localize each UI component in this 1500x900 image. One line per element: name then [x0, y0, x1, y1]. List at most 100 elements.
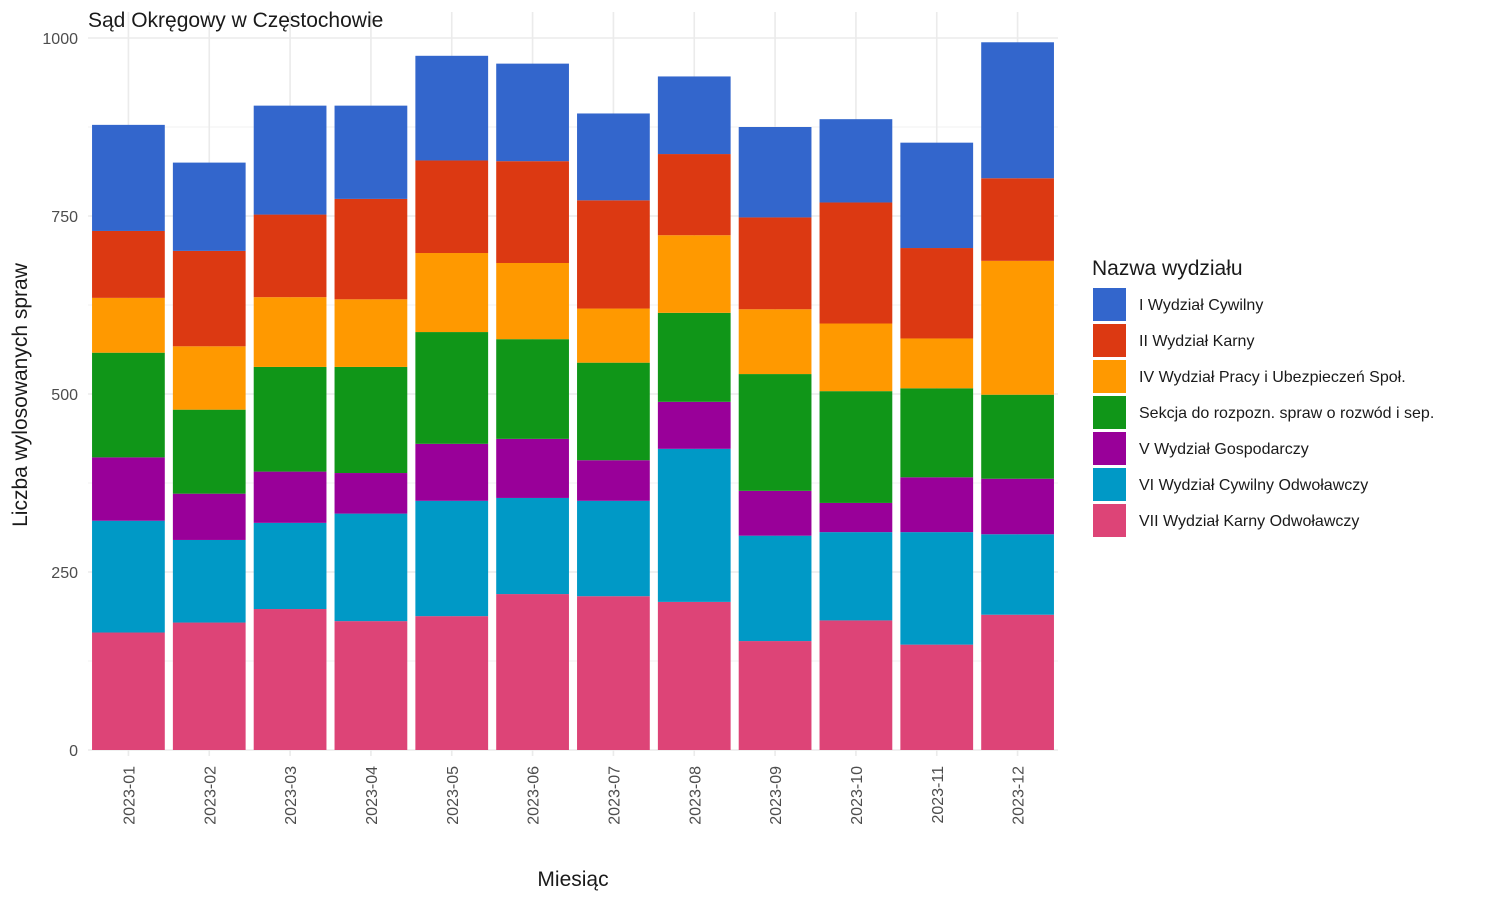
bar-segment: [92, 297, 165, 353]
bar-segment: [92, 230, 165, 298]
x-tick-label: 2023-06: [526, 766, 543, 825]
legend-label: IV Wydział Pracy i Ubezpieczeń Społ.: [1139, 369, 1406, 386]
bar-segment: [92, 632, 165, 750]
bar-segment: [172, 622, 246, 750]
x-tick-label: 2023-02: [202, 766, 219, 825]
x-axis-title: Miesiąc: [537, 868, 608, 891]
bar-segment: [92, 352, 165, 458]
bar-segment: [415, 500, 489, 617]
legend-swatch: [1093, 324, 1126, 357]
bar-segment: [334, 366, 408, 474]
legend-label: I Wydział Cywilny: [1139, 297, 1263, 314]
bar-segment: [738, 374, 812, 491]
chart-title: Sąd Okręgowy w Częstochowie: [88, 9, 383, 32]
bar-segment: [415, 616, 489, 750]
x-tick-label: 2023-03: [283, 766, 300, 825]
bar-segment: [900, 644, 974, 750]
legend-swatch: [1093, 396, 1126, 429]
legend-title: Nazwa wydziału: [1092, 257, 1243, 280]
bar-segment: [981, 394, 1054, 479]
x-tick-label: 2023-12: [1011, 766, 1028, 825]
bar-segment: [657, 154, 731, 236]
bar-segment: [253, 471, 327, 523]
bar-segment: [981, 478, 1054, 535]
bar-segment: [334, 513, 408, 622]
bar-segment: [415, 332, 489, 444]
bar-segment: [577, 113, 650, 201]
legend-swatch: [1093, 360, 1126, 393]
bar-segment: [657, 601, 731, 750]
bar-segment: [819, 119, 893, 203]
y-tick-label: 500: [51, 387, 78, 404]
x-tick-label: 2023-10: [849, 766, 866, 825]
legend-label: V Wydział Gospodarczy: [1139, 441, 1309, 458]
bar-segment: [738, 309, 812, 375]
bar-segment: [819, 620, 893, 750]
bar-segment: [334, 299, 408, 367]
legend-label: VII Wydział Karny Odwoławczy: [1139, 513, 1359, 530]
legend: Nazwa wydziału I Wydział Cywilny II Wydzi…: [1092, 257, 1434, 537]
bar-segment: [334, 198, 408, 300]
bars: [92, 42, 1054, 750]
x-tick-label: 2023-05: [445, 766, 462, 825]
y-tick-label: 750: [51, 209, 78, 226]
x-tick-label: 2023-04: [364, 766, 381, 825]
bar-segment: [900, 477, 974, 533]
y-tick-label: 0: [69, 743, 78, 760]
bar-segment: [657, 448, 731, 602]
bar-segment: [981, 260, 1054, 395]
bar-segment: [577, 460, 650, 501]
bar-segment: [981, 614, 1054, 750]
bar-segment: [900, 388, 974, 478]
y-tick-label: 250: [51, 565, 78, 582]
x-tick-label: 2023-09: [768, 766, 785, 825]
bar-segment: [253, 366, 327, 472]
x-tick-label: 2023-11: [930, 766, 947, 824]
legend-label: II Wydział Karny: [1139, 333, 1254, 350]
bar-segment: [577, 596, 650, 750]
bar-segment: [172, 250, 246, 347]
x-tick-label: 2023-08: [687, 766, 704, 825]
legend-label: VI Wydział Cywilny Odwoławczy: [1139, 477, 1368, 494]
bar-segment: [253, 522, 327, 610]
bar-segment: [496, 594, 569, 750]
bar-segment: [819, 323, 893, 392]
bar-segment: [819, 502, 893, 533]
bar-segment: [415, 55, 489, 161]
bar-segment: [577, 362, 650, 461]
bar-segment: [496, 161, 569, 263]
bar-segment: [496, 497, 569, 595]
bar-segment: [900, 338, 974, 389]
bar-segment: [92, 520, 165, 633]
bar-segment: [172, 346, 246, 410]
legend-swatch: [1093, 432, 1126, 465]
legend-swatch: [1093, 504, 1126, 537]
bar-segment: [819, 391, 893, 503]
bar-segment: [496, 63, 569, 162]
bar-segment: [253, 105, 327, 215]
bar-segment: [92, 124, 165, 231]
bar-segment: [172, 162, 246, 251]
legend-swatch: [1093, 468, 1126, 501]
bar-segment: [92, 457, 165, 521]
bar-segment: [738, 535, 812, 642]
bar-segment: [253, 609, 327, 750]
bar-segment: [577, 500, 650, 597]
y-axis-ticks: 0 250 500 750 1000: [42, 31, 78, 760]
bar-segment: [172, 539, 246, 623]
bar-segment: [334, 621, 408, 750]
bar-segment: [496, 339, 569, 439]
bar-segment: [738, 127, 812, 218]
bar-segment: [900, 532, 974, 645]
bar-segment: [981, 178, 1054, 261]
bar-segment: [900, 142, 974, 249]
bar-segment: [738, 641, 812, 750]
bar-segment: [577, 200, 650, 309]
bar-segment: [819, 532, 893, 621]
bar-segment: [415, 443, 489, 501]
bar-segment: [900, 248, 974, 339]
x-axis-ticks: 2023-01 2023-02 2023-03 2023-04 2023-05 2023-…: [121, 766, 1027, 825]
bar-segment: [981, 42, 1054, 179]
y-tick-label: 1000: [42, 31, 78, 48]
